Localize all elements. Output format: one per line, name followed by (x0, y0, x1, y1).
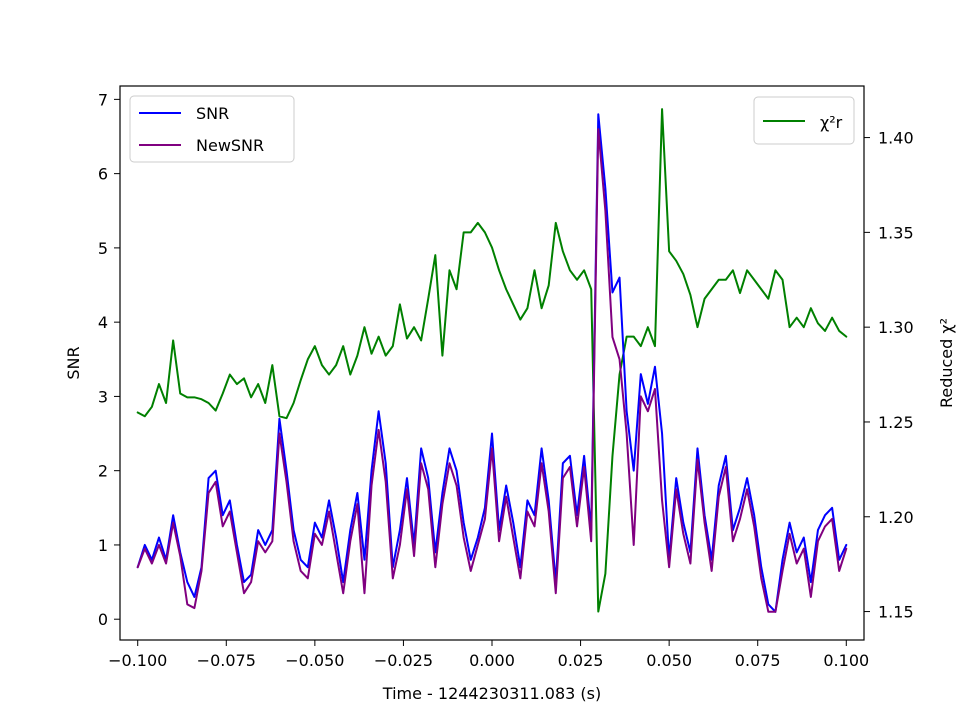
x-tick-label-6: 0.050 (646, 651, 692, 670)
x-tick-label-8: 0.100 (823, 651, 869, 670)
y-left-tick-label-7: 7 (98, 90, 108, 109)
y-left-axis-ticks: 0 1 2 3 4 5 6 7 (98, 90, 120, 629)
x-tick-label-5: 0.025 (558, 651, 604, 670)
y-left-tick-label-5: 5 (98, 239, 108, 258)
x-tick-label-4: 0.000 (469, 651, 515, 670)
y-right-tick-label-2: 1.25 (878, 413, 914, 432)
series-line-chi2 (136, 108, 848, 613)
legend-left: SNR NewSNR (129, 95, 295, 163)
y-right-tick-label-3: 1.30 (878, 318, 914, 337)
y-right-tick-label-1: 1.20 (878, 508, 914, 527)
y-left-tick-label-6: 6 (98, 165, 108, 184)
x-tick-label-1: −0.075 (197, 651, 256, 670)
y-left-tick-label-2: 2 (98, 462, 108, 481)
legend-label-newsnr: NewSNR (196, 136, 264, 155)
x-tick-label-0: −0.100 (108, 651, 167, 670)
y-left-tick-label-4: 4 (98, 313, 108, 332)
series-line-newsnr (136, 128, 848, 613)
legend-label-chi2: χ²r (820, 113, 843, 132)
x-tick-label-2: −0.050 (285, 651, 344, 670)
y-left-tick-label-0: 0 (98, 610, 108, 629)
series-layer (136, 108, 848, 613)
y-left-tick-label-3: 3 (98, 387, 108, 406)
y-right-tick-label-4: 1.35 (878, 223, 914, 242)
legend-label-snr: SNR (196, 104, 229, 123)
y-right-axis-label: Reduced χ² (937, 318, 956, 408)
y-right-tick-label-5: 1.40 (878, 129, 914, 148)
y-left-axis-label: SNR (64, 346, 83, 379)
x-axis-label: Time - 1244230311.083 (s) (382, 684, 601, 703)
x-axis-ticks: −0.100 −0.075 −0.050 −0.025 0.000 0.025 0.050 0… (108, 640, 869, 670)
x-tick-label-3: −0.025 (374, 651, 433, 670)
y-right-tick-label-0: 1.15 (878, 603, 914, 622)
series-line-snr (136, 113, 848, 613)
legend-right: χ²r (753, 96, 855, 145)
y-right-axis-ticks: 1.15 1.20 1.25 1.30 1.35 1.40 (864, 129, 914, 622)
y-left-tick-label-1: 1 (98, 536, 108, 555)
x-tick-label-7: 0.075 (735, 651, 781, 670)
